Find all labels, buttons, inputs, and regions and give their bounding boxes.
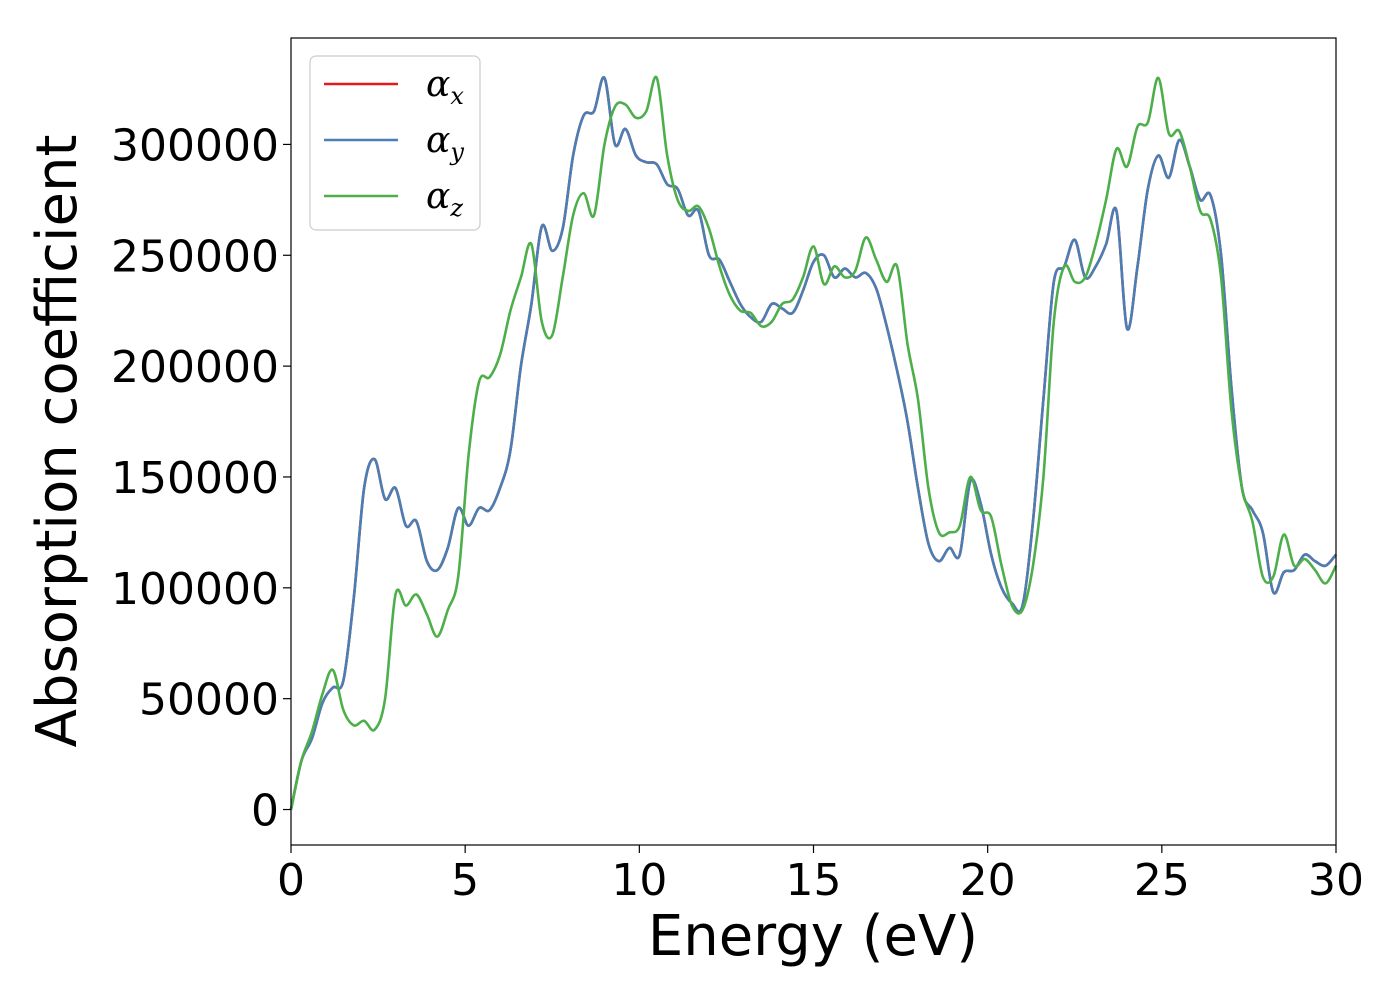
x-tick-label: 0 (277, 855, 305, 906)
y-tick-label: 250000 (111, 231, 279, 282)
y-axis-ticks: 0 50000 100000 150000 200000 250000 300000 (111, 120, 291, 837)
series-layer (289, 75, 1338, 810)
legend: αx αy αz (309, 55, 481, 231)
y-tick-label: 50000 (139, 675, 279, 726)
x-tick-label: 5 (451, 855, 479, 906)
y-tick-label: 100000 (111, 564, 279, 615)
x-tick-label: 30 (1308, 855, 1364, 906)
series-line-y (289, 76, 1337, 810)
y-axis-label: Absorption coefficient (25, 135, 90, 748)
y-tick-label: 150000 (111, 453, 279, 504)
x-tick-label: 25 (1134, 855, 1190, 906)
legend-label-x: αx (426, 64, 464, 110)
y-tick-label: 0 (251, 786, 279, 837)
series-line-z (289, 75, 1338, 810)
y-tick-label: 200000 (111, 342, 279, 393)
legend-label-y: αy (426, 120, 464, 166)
x-tick-label: 15 (786, 855, 842, 906)
x-axis-ticks: 0 5 10 15 20 25 30 (277, 845, 1364, 906)
x-tick-label: 10 (611, 855, 667, 906)
x-axis-label: Energy (eV) (648, 904, 978, 969)
y-tick-label: 300000 (111, 120, 279, 171)
x-tick-label: 20 (960, 855, 1016, 906)
legend-box (309, 55, 481, 231)
legend-label-z: αz (426, 176, 463, 222)
